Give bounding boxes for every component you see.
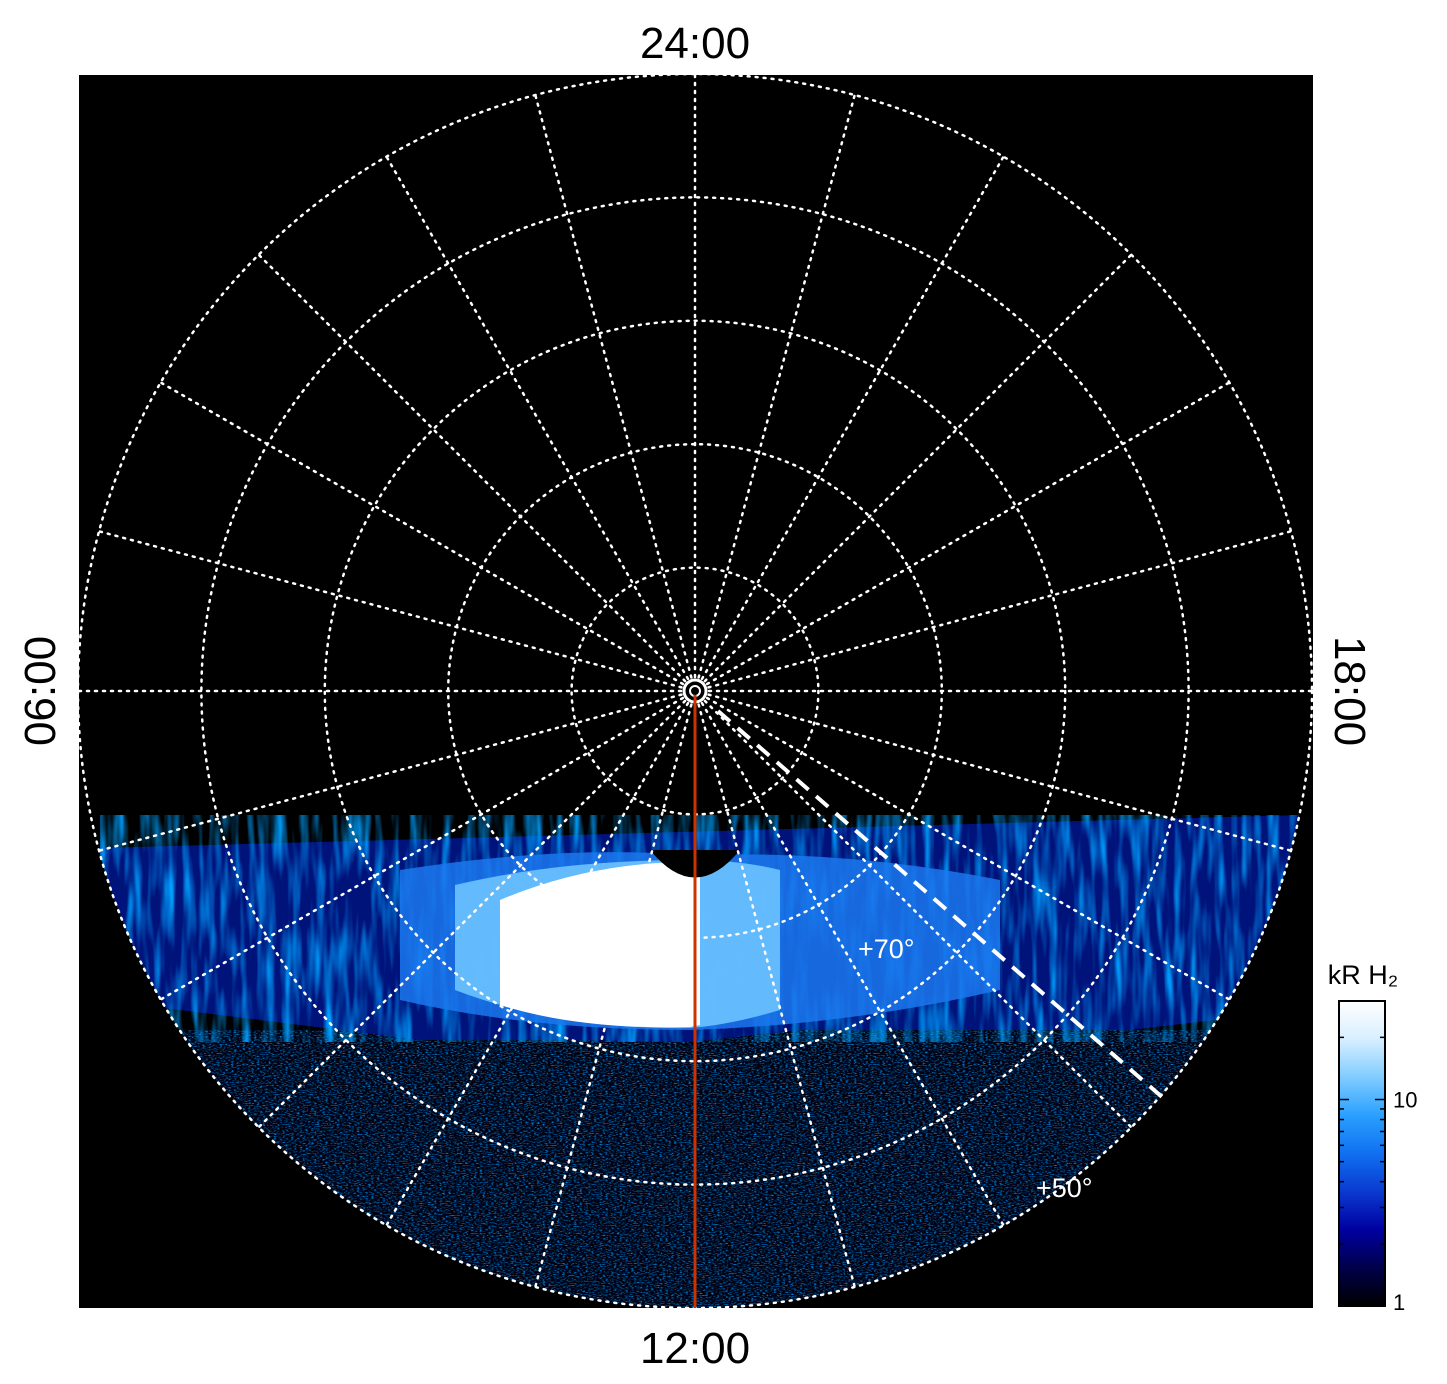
local-time-label-top: 24:00 <box>640 19 750 68</box>
local-time-label-right: 18:00 <box>1325 636 1374 746</box>
local-time-label-bottom: 12:00 <box>640 1324 750 1373</box>
colorbar-title: kR H₂ <box>1328 960 1398 990</box>
auroral-bright-spot <box>500 862 700 1028</box>
colorbar-bar <box>1338 1000 1386 1307</box>
colorbar-tick-label: 10 <box>1393 1088 1417 1113</box>
latitude-label-50: +50° <box>1036 1173 1093 1203</box>
latitude-circle-60 <box>323 319 1067 1063</box>
colorbar-tick-label: 1 <box>1393 1290 1405 1315</box>
dashed-meridian-line <box>716 709 1164 1099</box>
local-time-label-left: 06:00 <box>16 636 65 746</box>
latitude-label-70: +70° <box>858 934 915 964</box>
colorbar: kR H₂ 10 1 <box>1328 960 1418 1315</box>
colorbar-ticks: 10 1 <box>1339 1000 1417 1315</box>
